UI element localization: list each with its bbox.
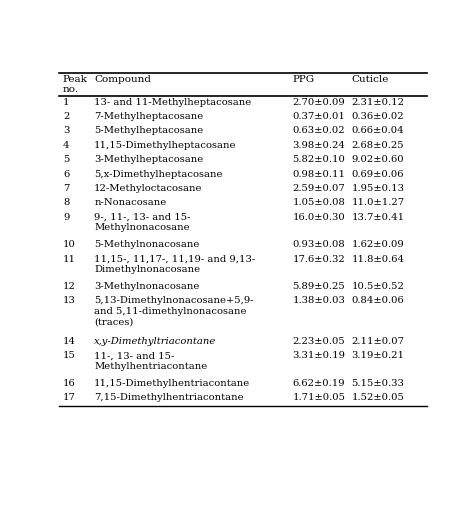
Text: 10: 10	[63, 240, 76, 249]
Text: n-Nonacosane: n-Nonacosane	[94, 199, 166, 207]
Text: 9.02±0.60: 9.02±0.60	[351, 155, 404, 164]
Text: 16.0±0.30: 16.0±0.30	[292, 213, 345, 222]
Text: 5,x-Dimethylheptacosane: 5,x-Dimethylheptacosane	[94, 169, 223, 179]
Text: 2.23±0.05: 2.23±0.05	[292, 337, 345, 346]
Text: 1.38±0.03: 1.38±0.03	[292, 296, 346, 305]
Text: 0.93±0.08: 0.93±0.08	[292, 240, 345, 249]
Text: 0.66±0.04: 0.66±0.04	[351, 126, 404, 136]
Text: 5: 5	[63, 155, 69, 164]
Text: 11: 11	[63, 254, 76, 264]
Text: 7: 7	[63, 184, 69, 193]
Text: 5.82±0.10: 5.82±0.10	[292, 155, 346, 164]
Text: 5.15±0.33: 5.15±0.33	[351, 378, 404, 388]
Text: 16: 16	[63, 378, 76, 388]
Text: 2: 2	[63, 112, 69, 121]
Text: 6: 6	[63, 169, 69, 179]
Text: 15: 15	[63, 351, 76, 360]
Text: 11.0±1.27: 11.0±1.27	[351, 199, 404, 207]
Text: 13- and 11-Methylheptacosane: 13- and 11-Methylheptacosane	[94, 98, 251, 106]
Text: 3.31±0.19: 3.31±0.19	[292, 351, 346, 360]
Text: 7,15-Dimethylhentriacontane: 7,15-Dimethylhentriacontane	[94, 393, 244, 402]
Text: 13: 13	[63, 296, 76, 305]
Text: 1.71±0.05: 1.71±0.05	[292, 393, 346, 402]
Text: 8: 8	[63, 199, 69, 207]
Text: 2.70±0.09: 2.70±0.09	[292, 98, 345, 106]
Text: 5-Methylnonacosane: 5-Methylnonacosane	[94, 240, 200, 249]
Text: 1.52±0.05: 1.52±0.05	[351, 393, 404, 402]
Text: 11,15-Dimethylheptacosane: 11,15-Dimethylheptacosane	[94, 141, 237, 150]
Text: 1: 1	[63, 98, 69, 106]
Text: 2.59±0.07: 2.59±0.07	[292, 184, 345, 193]
Text: 0.63±0.02: 0.63±0.02	[292, 126, 345, 136]
Text: 10.5±0.52: 10.5±0.52	[351, 282, 404, 291]
Text: 3-Methylheptacosane: 3-Methylheptacosane	[94, 155, 203, 164]
Text: 0.84±0.06: 0.84±0.06	[351, 296, 404, 305]
Text: Peak
no.: Peak no.	[63, 75, 88, 94]
Text: 17: 17	[63, 393, 76, 402]
Text: 3.19±0.21: 3.19±0.21	[351, 351, 404, 360]
Text: 9-, 11-, 13- and 15-
Methylnonacosane: 9-, 11-, 13- and 15- Methylnonacosane	[94, 213, 191, 232]
Text: Compound: Compound	[94, 75, 151, 84]
Text: 5-Methylheptacosane: 5-Methylheptacosane	[94, 126, 203, 136]
Text: 11,15-, 11,17-, 11,19- and 9,13-
Dimethylnonacosane: 11,15-, 11,17-, 11,19- and 9,13- Dimethy…	[94, 254, 255, 274]
Text: 5,13-Dimethylnonacosane+5,9-
and 5,11-dimethylnonacosane
(traces): 5,13-Dimethylnonacosane+5,9- and 5,11-di…	[94, 296, 254, 326]
Text: 0.69±0.06: 0.69±0.06	[351, 169, 404, 179]
Text: 1.95±0.13: 1.95±0.13	[351, 184, 404, 193]
Text: 11.8±0.64: 11.8±0.64	[351, 254, 404, 264]
Text: 12-Methyloctacosane: 12-Methyloctacosane	[94, 184, 203, 193]
Text: 0.36±0.02: 0.36±0.02	[351, 112, 404, 121]
Text: 1.62±0.09: 1.62±0.09	[351, 240, 404, 249]
Text: 11-, 13- and 15-
Methylhentriacontane: 11-, 13- and 15- Methylhentriacontane	[94, 351, 208, 371]
Text: 17.6±0.32: 17.6±0.32	[292, 254, 345, 264]
Text: 12: 12	[63, 282, 76, 291]
Text: 0.98±0.11: 0.98±0.11	[292, 169, 346, 179]
Text: x,y-Dimethyltriacontane: x,y-Dimethyltriacontane	[94, 337, 217, 346]
Text: PPG: PPG	[292, 75, 315, 84]
Text: 3.98±0.24: 3.98±0.24	[292, 141, 346, 150]
Text: 6.62±0.19: 6.62±0.19	[292, 378, 345, 388]
Text: 11,15-Dimethylhentriacontane: 11,15-Dimethylhentriacontane	[94, 378, 250, 388]
Text: 5.89±0.25: 5.89±0.25	[292, 282, 345, 291]
Text: 2.31±0.12: 2.31±0.12	[351, 98, 404, 106]
Text: 4: 4	[63, 141, 69, 150]
Text: 2.11±0.07: 2.11±0.07	[351, 337, 404, 346]
Text: 7-Methylheptacosane: 7-Methylheptacosane	[94, 112, 203, 121]
Text: 14: 14	[63, 337, 76, 346]
Text: 13.7±0.41: 13.7±0.41	[351, 213, 404, 222]
Text: Cuticle: Cuticle	[351, 75, 389, 84]
Text: 1.05±0.08: 1.05±0.08	[292, 199, 346, 207]
Text: 3-Methylnonacosane: 3-Methylnonacosane	[94, 282, 200, 291]
Text: 3: 3	[63, 126, 69, 136]
Text: 2.68±0.25: 2.68±0.25	[351, 141, 404, 150]
Text: 0.37±0.01: 0.37±0.01	[292, 112, 346, 121]
Text: 9: 9	[63, 213, 69, 222]
